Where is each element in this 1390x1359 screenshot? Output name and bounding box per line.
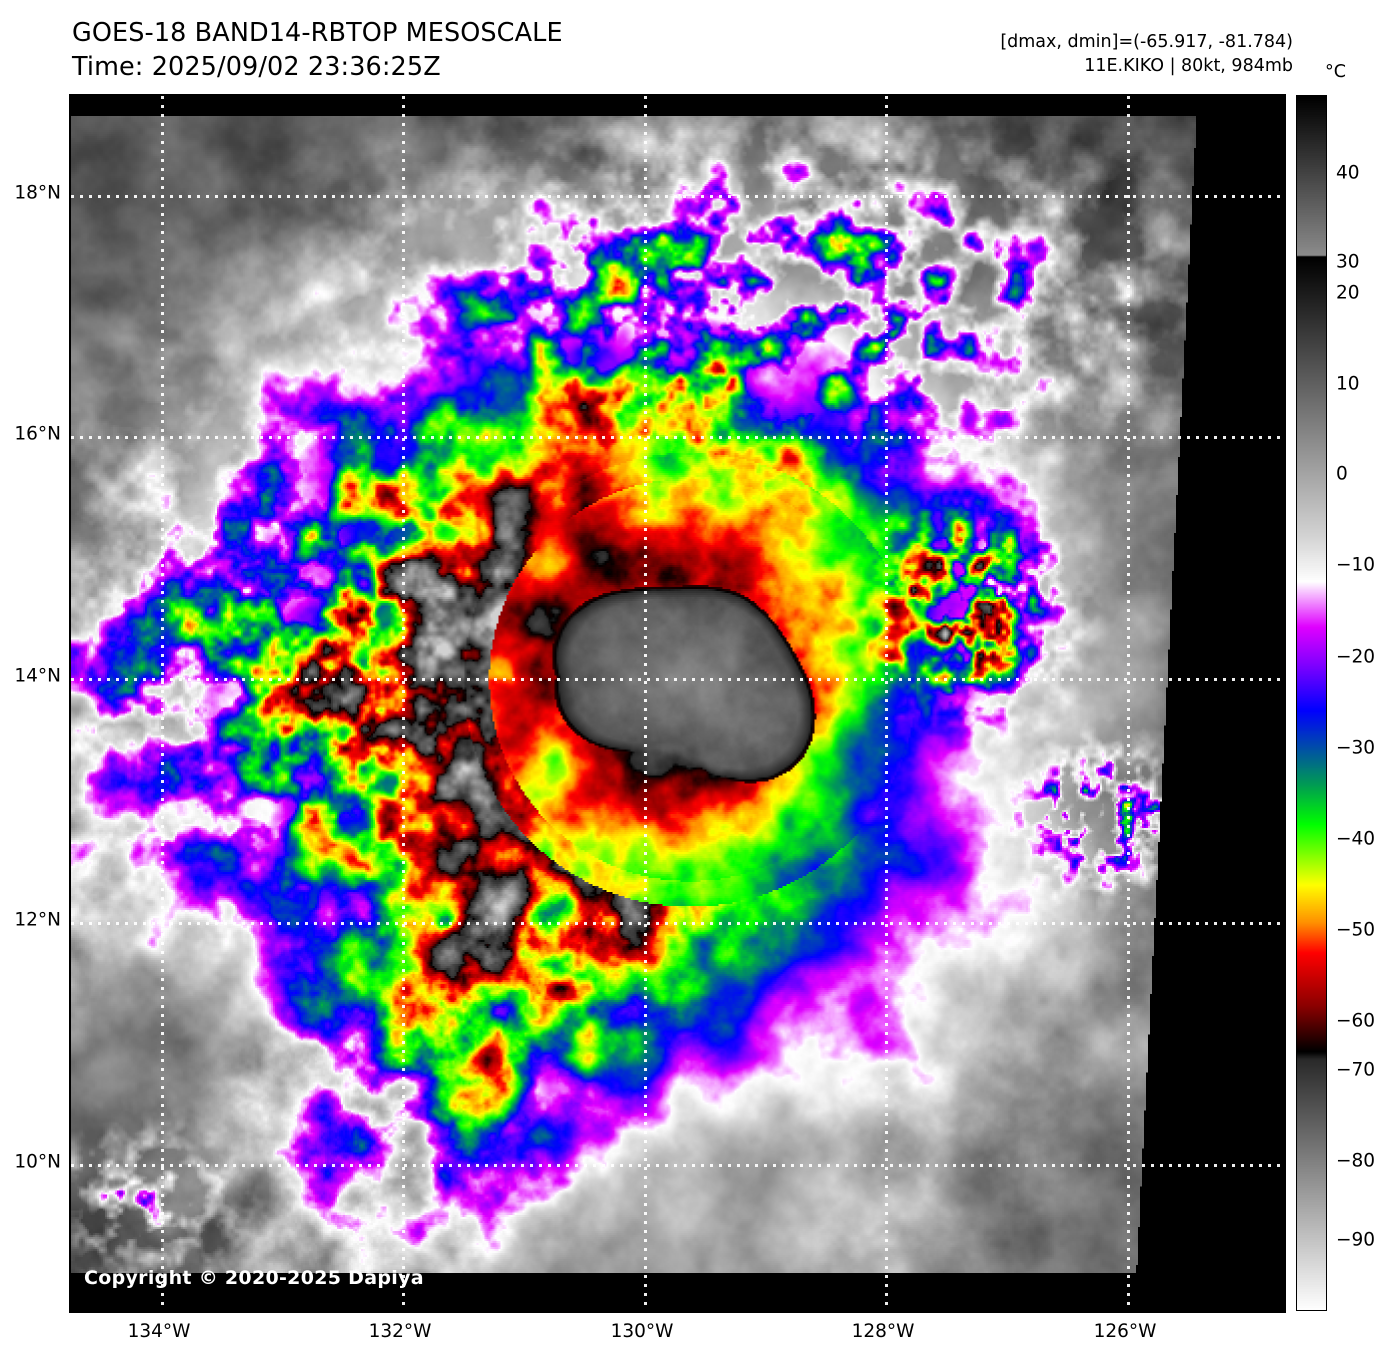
- temperature-colorbar[interactable]: [1296, 95, 1327, 1311]
- colorbar-tick-label: −70: [1336, 1059, 1376, 1081]
- colorbar-units-label: °C: [1325, 62, 1346, 82]
- colorbar-tick-label: −90: [1336, 1229, 1376, 1251]
- observation-time: Time: 2025/09/02 23:36:25Z: [72, 52, 441, 83]
- colorbar-tick-label: −60: [1336, 1010, 1376, 1032]
- colorbar-tick-label: −20: [1336, 646, 1376, 668]
- latitude-tick-label: 12°N: [14, 909, 61, 931]
- colorbar-tick-label: −50: [1336, 919, 1376, 941]
- page-title: GOES-18 BAND14-RBTOP MESOSCALE Time: 202…: [72, 16, 563, 84]
- dmax-dmin-readout: [dmax, dmin]=(-65.917, -81.784): [1000, 32, 1293, 52]
- colorbar-tick-label: 40: [1336, 162, 1360, 184]
- longitude-tick-label: 134°W: [127, 1321, 191, 1342]
- metadata-block: [dmax, dmin]=(-65.917, -81.784) 11E.KIKO…: [1000, 30, 1293, 78]
- colorbar-tick-label: −40: [1336, 828, 1376, 850]
- longitude-tick-label: 132°W: [368, 1321, 432, 1342]
- longitude-tick-label: 126°W: [1093, 1321, 1157, 1342]
- copyright-notice: Copyright © 2020-2025 Dapiya: [84, 1267, 424, 1289]
- colorbar-tick-label: −10: [1336, 554, 1376, 576]
- latitude-tick-label: 16°N: [14, 423, 61, 445]
- colorbar-tick-label: −30: [1336, 737, 1376, 759]
- colorbar-tick-label: 10: [1336, 373, 1360, 395]
- latitude-tick-label: 14°N: [14, 665, 61, 687]
- colorbar-tick-label: 20: [1336, 282, 1360, 304]
- latitude-tick-label: 10°N: [14, 1151, 61, 1173]
- satellite-plot-area[interactable]: Copyright © 2020-2025 Dapiya: [69, 94, 1286, 1313]
- colorbar-gradient: [1296, 95, 1327, 1311]
- product-title: GOES-18 BAND14-RBTOP MESOSCALE: [72, 18, 563, 48]
- colorbar-tick-label: −80: [1336, 1150, 1376, 1172]
- colorbar-tick-label: 30: [1336, 251, 1360, 273]
- longitude-tick-label: 130°W: [610, 1321, 674, 1342]
- latitude-tick-label: 18°N: [14, 182, 61, 204]
- colorbar-tick-label: 0: [1336, 463, 1348, 485]
- storm-info: 11E.KIKO | 80kt, 984mb: [1084, 56, 1293, 77]
- satellite-imagery-canvas: [71, 96, 1284, 1311]
- longitude-tick-label: 128°W: [851, 1321, 915, 1342]
